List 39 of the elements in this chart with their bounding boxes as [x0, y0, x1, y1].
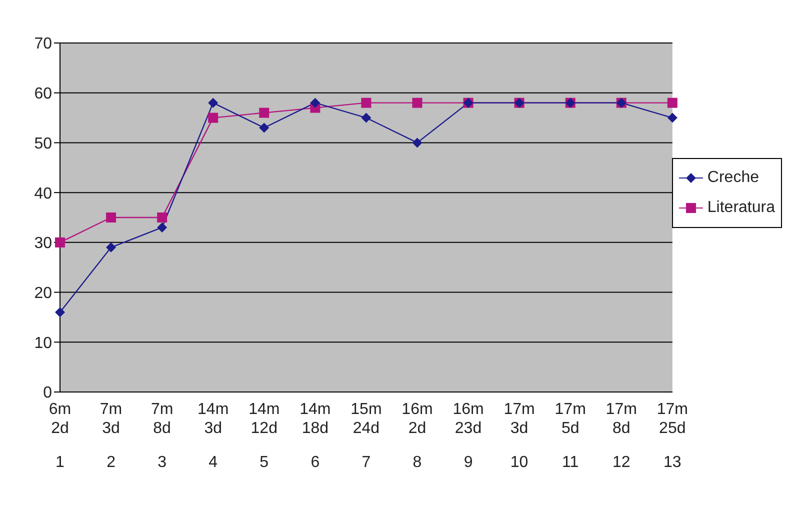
point: [412, 138, 422, 148]
x-tick-label: 14m 12d 5: [248, 401, 280, 471]
point: [361, 98, 372, 108]
x-tick-label: 17m 3d 10: [504, 401, 535, 471]
point: [106, 212, 116, 222]
point: [106, 242, 116, 252]
point: [55, 307, 65, 318]
legend-label: Literatura: [707, 199, 775, 217]
x-tick-label: 17m 5d 11: [554, 401, 586, 471]
x-tick-label: 17m 8d 12: [606, 401, 637, 471]
y-tick-label: 30: [34, 235, 52, 252]
x-tick-label: 15m 24d 7: [350, 401, 382, 471]
x-tick-label: 16m 23d 9: [452, 401, 484, 471]
y-tick-label: 70: [34, 36, 52, 53]
x-tick-label: 7m 3d 2: [100, 401, 122, 471]
x-tick-label: 6m 2d 1: [48, 401, 72, 471]
point: [208, 98, 218, 108]
y-tick-label: 60: [34, 86, 52, 103]
point: [259, 122, 270, 133]
point: [259, 108, 270, 118]
legend-label: Creche: [707, 169, 759, 187]
y-tick-label: 10: [34, 334, 52, 352]
point: [361, 112, 372, 123]
x-tick-label: 16m 2d 8: [402, 401, 433, 471]
y-tick-label: 20: [34, 284, 52, 302]
y-tick-label: 50: [34, 135, 52, 152]
point: [157, 222, 168, 232]
x-tick-label: 7m 8d 3: [150, 401, 174, 471]
y-tick-label: 0: [43, 384, 52, 402]
x-tick-label: 14m 3d 4: [198, 401, 229, 471]
point: [157, 212, 168, 222]
point: [667, 112, 678, 123]
y-tick-label: 40: [34, 185, 52, 202]
point: [310, 98, 320, 108]
point: [208, 112, 218, 123]
point: [667, 98, 678, 108]
x-tick-label: 14m 18d 6: [300, 401, 331, 471]
x-tick-label: 17m 25d 13: [656, 401, 688, 471]
point: [412, 98, 422, 108]
